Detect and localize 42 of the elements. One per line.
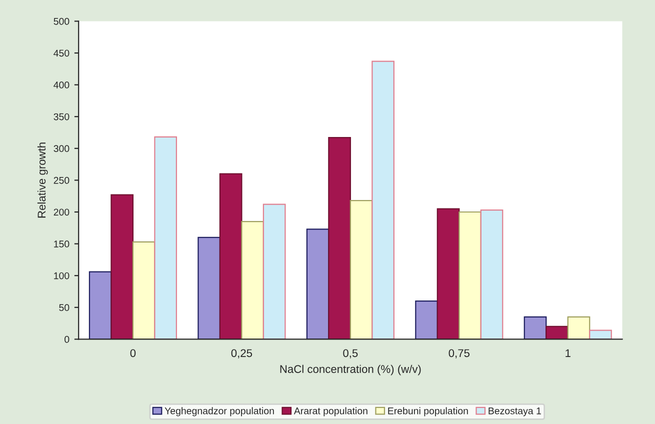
y-tick-label: 200 [54, 208, 70, 216]
y-tick-label: 250 [54, 176, 70, 184]
x-axis-title: NaCl concentration (%) (w/v) [280, 364, 421, 376]
bar [241, 220, 264, 340]
x-tick-label: 0,75 [448, 349, 470, 358]
y-tick-label: 100 [54, 272, 70, 280]
legend-label: Ararat population [294, 407, 368, 416]
y-axis-title: Relative growth [37, 142, 48, 218]
bar [415, 300, 438, 340]
bar [350, 200, 373, 340]
bar [567, 316, 590, 340]
y-tick-label: 50 [59, 304, 70, 312]
x-tick-label: 1 [566, 349, 570, 357]
bar [524, 316, 547, 340]
y-tick-label: 400 [54, 82, 70, 88]
legend-label: Bezostaya 1 [488, 408, 541, 416]
y-tick-label: 500 [54, 18, 70, 25]
bar [589, 330, 612, 340]
x-tick-label: 0,25 [231, 349, 252, 358]
bar [132, 241, 156, 340]
bar [436, 208, 460, 340]
bar [198, 236, 221, 340]
x-tick-label: 0,5 [343, 349, 358, 358]
legend-label: Erebuni population [388, 407, 468, 416]
bar [480, 210, 504, 340]
bar [262, 204, 286, 340]
bar [219, 173, 242, 340]
y-tick-label: 0 [64, 336, 70, 343]
y-tick-label: 350 [54, 113, 70, 120]
bar [546, 326, 568, 340]
y-tick-label: 450 [54, 50, 70, 57]
bar [88, 271, 112, 340]
legend-label: Yeghegnadzor population [164, 407, 274, 416]
bar [154, 136, 178, 340]
bar [110, 194, 134, 340]
bar [306, 228, 330, 340]
y-tick-label: 150 [54, 240, 70, 248]
bar [372, 60, 394, 340]
y-tick-label: 300 [54, 145, 70, 152]
bar [328, 137, 351, 340]
bar [458, 211, 482, 340]
x-tick-label: 0 [130, 349, 136, 358]
